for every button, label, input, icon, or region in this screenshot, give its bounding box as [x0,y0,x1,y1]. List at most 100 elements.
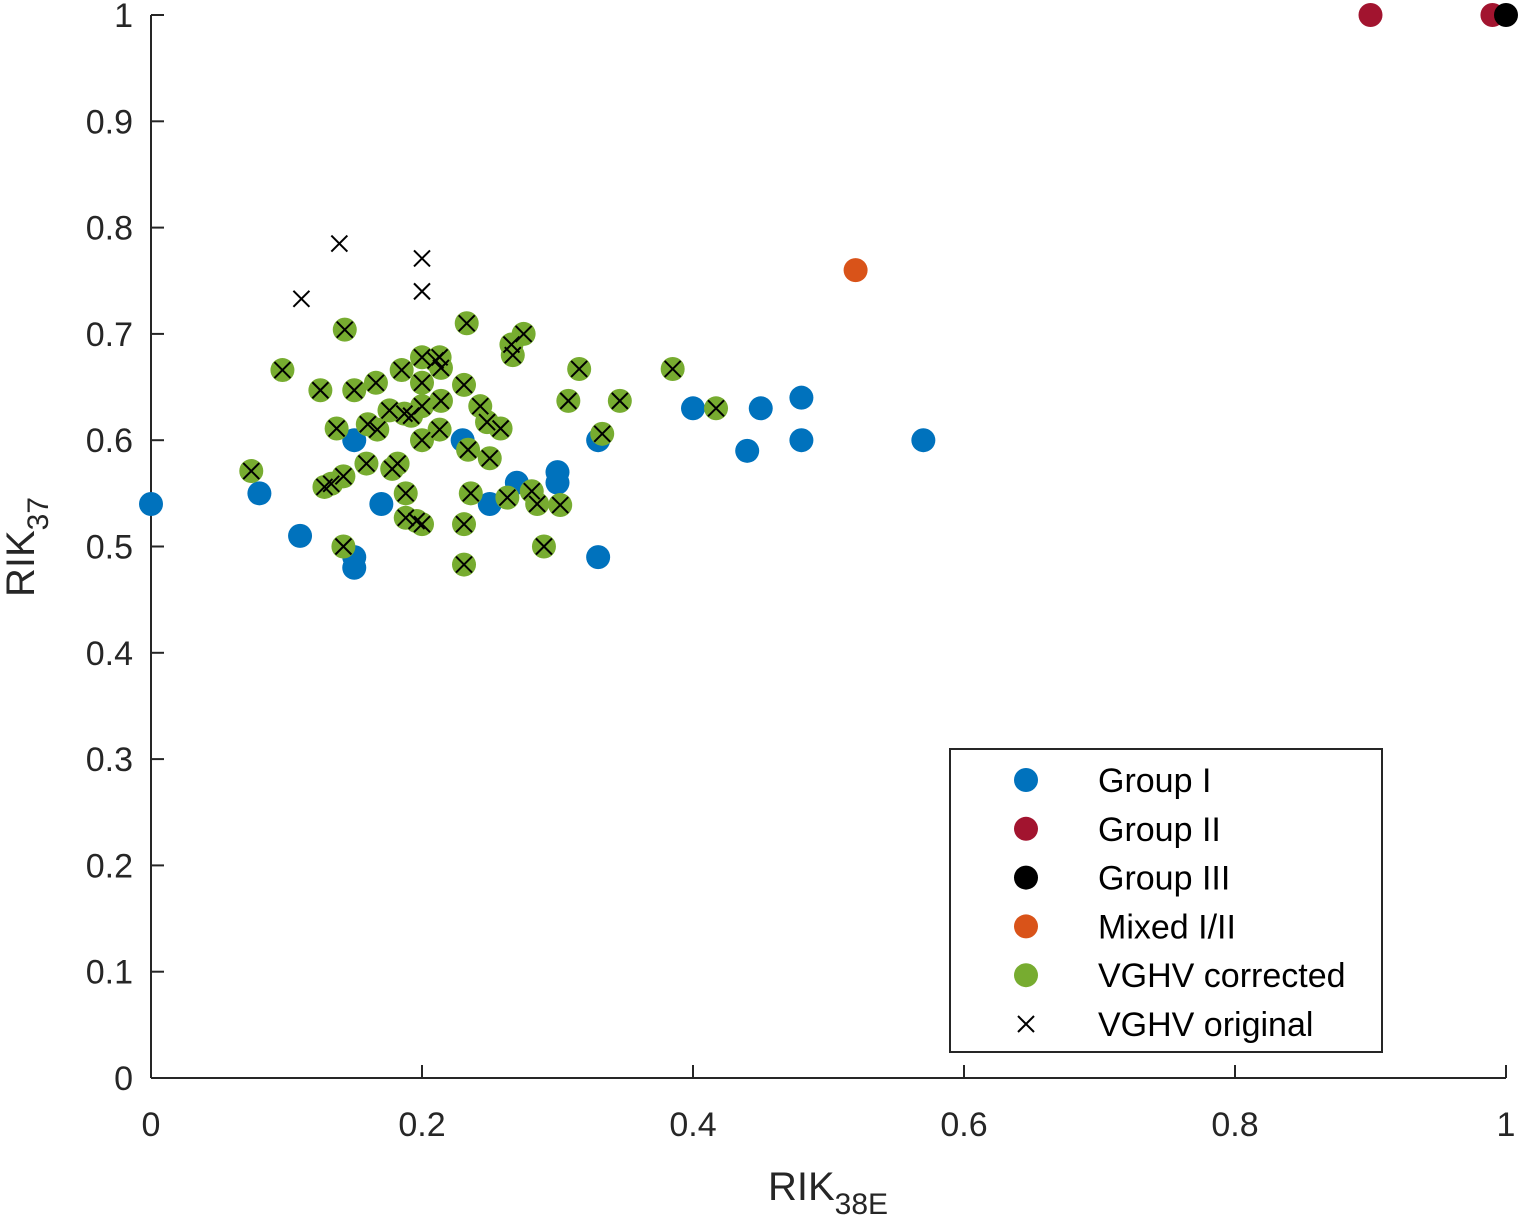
point-group-i [789,428,814,453]
y-tick-label: 0.9 [86,103,133,141]
point-vghv-original [430,420,449,439]
x-marker-stroke [471,397,489,415]
legend-label-mixed-i-ii: Mixed I/II [1098,908,1236,946]
axes: 0 0.2 0.4 0.6 0.8 1 0 0.1 0.2 0.3 0.4 0.5 0.6 0.7 0.8 0… [86,0,1516,1144]
point-group-i [342,555,367,580]
x-marker-stroke [397,484,415,503]
x-tick-label: 0 [142,1106,161,1144]
point-vghv-original [528,495,546,513]
x-marker-stroke [311,381,330,399]
point-group-i [681,396,705,421]
x-marker-stroke [330,234,349,253]
point-vghv-original [345,381,363,399]
x-marker-stroke [413,282,431,301]
x-tick-label: 0.2 [398,1106,445,1144]
point-vghv-original [273,361,292,379]
point-group-i [545,470,570,495]
legend-label-group-i: Group I [1098,762,1211,800]
point-vghv-original [397,484,415,503]
x-marker-stroke [663,360,682,378]
y-axis-title: RIK37 [0,497,55,597]
x-marker-stroke [498,488,517,507]
legend-marker-group-iii [1014,865,1038,890]
point-group-ii [1358,3,1383,27]
x-marker-stroke [458,314,476,332]
point-vghv-original [504,346,522,364]
x-marker-stroke [357,454,376,473]
x-axis-title: RIK38E [768,1165,888,1221]
y-tick-label: 1 [114,0,133,35]
x-marker-stroke [514,325,533,343]
x-marker-stroke [380,401,399,420]
series-mixed-i-ii [843,258,868,283]
point-vghv-original [663,360,682,378]
point-vghv-original [432,359,450,377]
point-group-i [911,428,936,453]
point-vghv-original [570,360,588,378]
point-vghv-original [242,462,260,480]
point-vghv-original [559,392,578,410]
data-points [139,3,1518,580]
point-vghv-original [413,249,431,268]
y-tick-label: 0.8 [86,210,133,248]
legend: Group I Group II Group III Mixed I/II VGHV c… [949,748,1383,1053]
x-marker-stroke [462,484,480,503]
x-marker-stroke [491,419,510,438]
point-group-i [342,428,367,453]
x-marker-stroke [528,495,546,513]
point-vghv-original [413,374,431,392]
point-vghv-original [413,515,431,533]
point-vghv-original [395,404,414,423]
point-vghv-original [514,325,533,343]
point-vghv-original [334,467,353,486]
point-vghv-original [413,282,431,301]
point-vghv-original [392,361,411,379]
point-vghv-original [471,397,489,415]
point-vghv-original [311,381,330,399]
series-vghv-original [242,234,725,574]
x-marker-stroke [334,537,353,556]
point-vghv-original [322,475,340,493]
legend-marker-group-i [1014,768,1038,792]
point-vghv-original [478,413,496,431]
x-marker-stroke [455,555,473,574]
x-marker-stroke [368,420,386,439]
axis-labels: RIK38E RIK37 [0,497,888,1221]
point-group-i [369,491,394,516]
x-marker-stroke [395,404,414,423]
point-vghv-original [359,415,377,433]
y-tick-label: 0.2 [86,847,133,885]
point-group-i [735,438,760,463]
y-tick-label: 0.3 [86,741,133,779]
point-vghv-original [551,496,569,514]
x-marker-stroke [707,399,725,418]
x-marker-stroke [478,413,496,431]
point-group-i [247,481,272,506]
x-marker-stroke [430,420,449,439]
x-tick-label: 0.4 [669,1106,716,1144]
series-vghv-corrected [239,311,729,577]
x-marker-stroke [273,361,292,379]
x-marker-stroke [345,381,363,399]
x-marker-stroke [334,467,353,486]
x-marker-stroke [242,462,260,480]
series-group-iii [1494,3,1518,27]
point-vghv-original [367,374,385,392]
x-marker-stroke [535,537,553,556]
series-group-ii [1358,3,1505,27]
point-group-iii [1494,3,1518,27]
point-group-i [288,523,313,548]
point-vghv-original [593,425,611,443]
y-tick-label: 0.5 [86,529,133,567]
x-marker-stroke [413,397,431,415]
point-vghv-original [498,488,517,507]
x-tick-label: 0.6 [940,1106,987,1144]
x-marker-stroke [551,496,569,514]
point-vghv-original [380,401,399,420]
point-vghv-original [334,537,353,556]
y-tick-label: 0.4 [86,635,133,673]
x-marker-stroke [432,359,450,377]
x-marker-stroke [413,374,431,392]
x-marker-stroke [397,509,415,527]
